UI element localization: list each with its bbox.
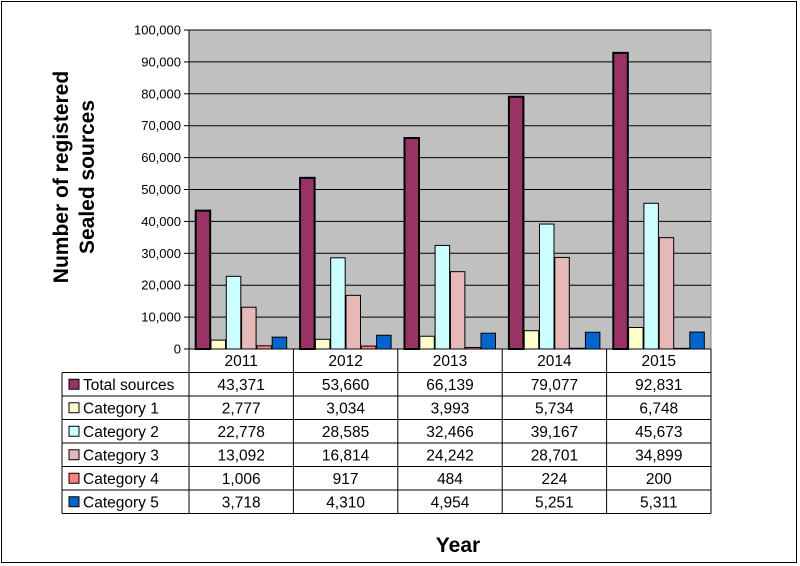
bar-total-sources-2011 xyxy=(194,209,212,350)
x-tick-label: 2011 xyxy=(225,353,258,370)
y-tick-label: 100,000 xyxy=(134,23,181,38)
legend-label: Category 1 xyxy=(83,400,159,417)
bar-category-2-2013 xyxy=(434,244,451,350)
data-label: 92,831 xyxy=(635,377,682,394)
bar-total-sources-2015 xyxy=(612,51,629,350)
data-label: 16,814 xyxy=(322,447,370,464)
data-label: 39,167 xyxy=(531,424,578,441)
data-label: 200 xyxy=(646,471,672,488)
bar-category-5-2013 xyxy=(480,332,496,350)
y-tick-label: 20,000 xyxy=(141,278,181,293)
data-label: 3,034 xyxy=(326,400,365,417)
legend-key xyxy=(68,449,80,461)
y-tick-label: 50,000 xyxy=(141,182,181,197)
legend-label: Category 4 xyxy=(83,471,159,488)
bar-category-5-2011 xyxy=(271,336,288,350)
y-axis: 0 10,000 20,000 30,000 40,000 50,000 60,000 70,… xyxy=(134,23,190,357)
data-label: 4,954 xyxy=(431,494,470,511)
data-label: 28,585 xyxy=(322,424,369,441)
data-label: 53,660 xyxy=(322,377,370,394)
data-label: 66,139 xyxy=(426,377,473,394)
data-label: 32,466 xyxy=(426,424,473,441)
bar-category-5-2012 xyxy=(376,334,392,350)
bar-category-1-2013 xyxy=(419,335,435,350)
y-axis-title-line-2: Sealed sources xyxy=(76,100,99,254)
data-label: 224 xyxy=(541,471,567,488)
bar-category-2-2015 xyxy=(643,202,659,350)
data-label: 79,077 xyxy=(531,377,578,394)
legend-label: Category 5 xyxy=(83,494,159,511)
bar-category-2-2014 xyxy=(539,223,555,350)
y-tick-label: 70,000 xyxy=(141,118,181,133)
y-tick-label: 10,000 xyxy=(141,310,181,325)
legend-key xyxy=(68,496,80,508)
y-tick-label: 60,000 xyxy=(141,150,181,165)
bar-total-sources-2013 xyxy=(403,137,420,350)
legend-key xyxy=(68,425,80,437)
data-label: 3,993 xyxy=(431,400,470,417)
data-label: 917 xyxy=(333,471,359,488)
data-label: 5,311 xyxy=(640,494,678,511)
bar-category-2-2011 xyxy=(225,275,242,350)
x-tick-label: 2013 xyxy=(433,353,467,370)
data-label: 24,242 xyxy=(426,447,473,464)
bar-category-3-2011 xyxy=(241,306,257,350)
bar-category-5-2014 xyxy=(584,331,601,350)
legend-key xyxy=(68,472,80,484)
bar-category-5-2015 xyxy=(689,331,705,350)
x-axis-title: Year xyxy=(436,534,480,557)
bar-category-1-2015 xyxy=(628,326,644,350)
y-axis-title-line-1: Number of registered xyxy=(50,71,73,283)
data-label: 43,371 xyxy=(217,377,264,394)
bar-category-1-2014 xyxy=(523,330,540,350)
data-label: 1,006 xyxy=(222,471,261,488)
y-tick-label: 30,000 xyxy=(141,246,181,261)
bar-total-sources-2014 xyxy=(507,95,525,350)
x-tick-label: 2012 xyxy=(328,353,362,370)
data-label: 22,778 xyxy=(217,424,264,441)
y-tick-label: 90,000 xyxy=(141,54,181,69)
data-label: 45,673 xyxy=(635,424,682,441)
data-table: 2011 2012 2013 2014 2015 Total sources 43,371 5… xyxy=(61,348,712,514)
bar-category-2-2012 xyxy=(330,257,346,350)
data-label: 5,734 xyxy=(535,400,574,417)
bar-category-1-2011 xyxy=(210,339,226,350)
legend-label: Total sources xyxy=(83,377,175,394)
y-tick-label: 80,000 xyxy=(141,86,181,101)
bar-category-3-2012 xyxy=(345,294,361,350)
data-label: 4,310 xyxy=(326,494,365,511)
data-label: 28,701 xyxy=(531,447,578,464)
legend-key xyxy=(68,402,80,414)
bar-category-3-2013 xyxy=(449,271,466,350)
data-label: 3,718 xyxy=(222,494,261,511)
bar-total-sources-2012 xyxy=(299,176,316,350)
plot-area xyxy=(188,29,712,350)
data-label: 6,748 xyxy=(639,400,678,417)
data-label: 5,251 xyxy=(535,494,574,511)
data-label: 34,899 xyxy=(635,447,682,464)
data-label: 13,092 xyxy=(217,447,264,464)
legend-label: Category 3 xyxy=(83,447,159,464)
legend-key xyxy=(68,378,80,390)
data-label: 484 xyxy=(437,471,463,488)
legend-label: Category 2 xyxy=(83,424,159,441)
bar-category-1-2012 xyxy=(314,338,331,350)
y-tick-label: 0 xyxy=(174,342,181,357)
data-label: 2,777 xyxy=(222,400,261,417)
bar-category-3-2014 xyxy=(554,256,570,350)
x-tick-label: 2015 xyxy=(642,353,676,370)
bar-category-3-2015 xyxy=(658,237,675,350)
x-tick-label: 2014 xyxy=(537,353,572,370)
y-tick-label: 40,000 xyxy=(141,214,181,229)
